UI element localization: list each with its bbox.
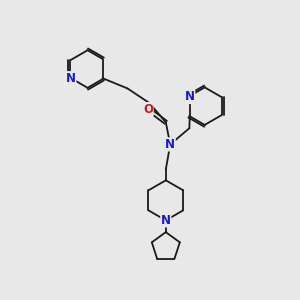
- Text: N: N: [161, 214, 171, 227]
- Text: N: N: [185, 91, 195, 103]
- Text: O: O: [143, 103, 153, 116]
- Text: N: N: [165, 138, 175, 151]
- Text: N: N: [66, 72, 76, 85]
